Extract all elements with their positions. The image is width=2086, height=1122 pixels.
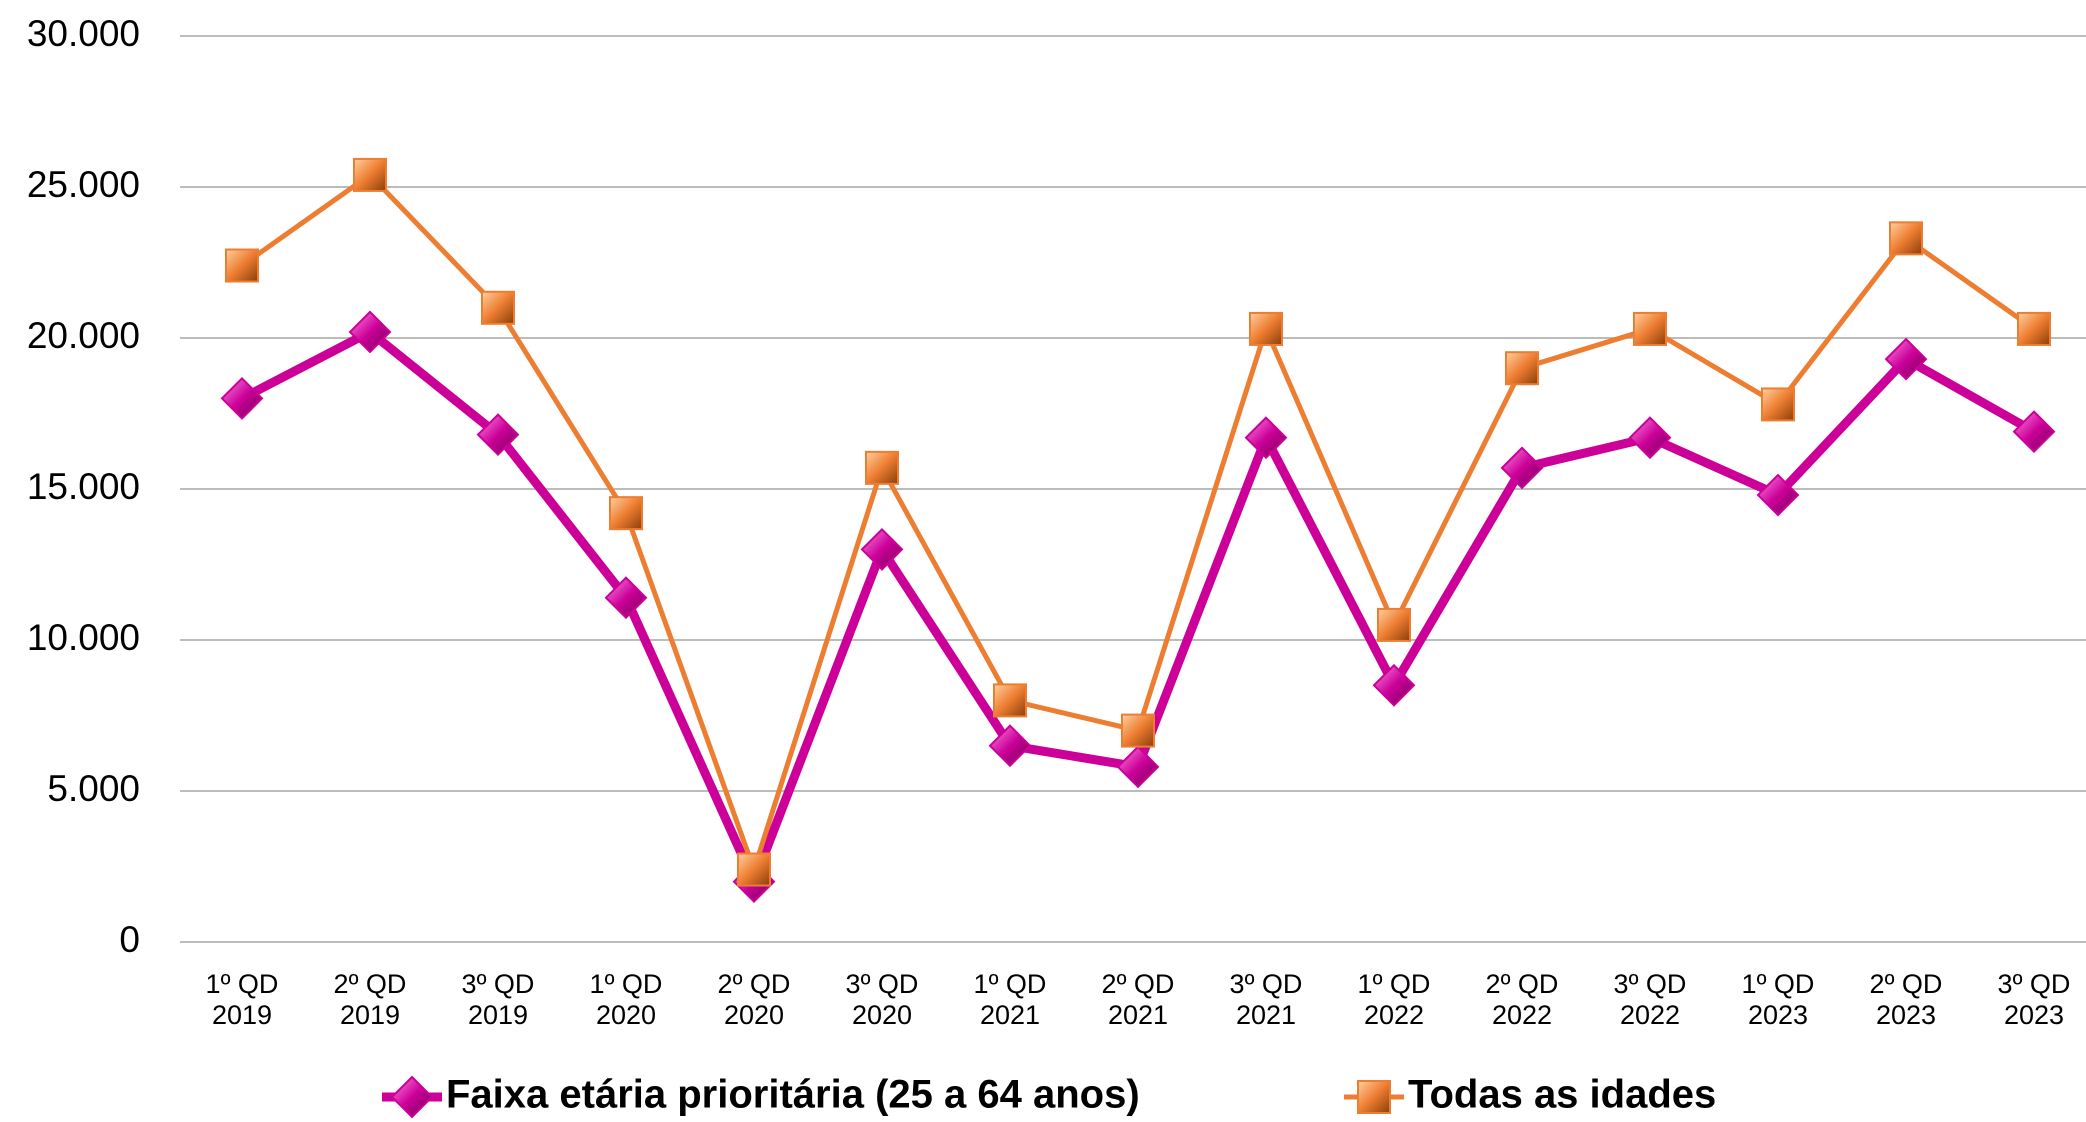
- point: [865, 450, 899, 485]
- x-tick-label: 2º QD 2023: [1870, 969, 1943, 1030]
- point: [353, 157, 387, 192]
- point: [737, 852, 771, 887]
- point: [993, 683, 1027, 718]
- point: [860, 527, 904, 571]
- point: [2017, 311, 2051, 346]
- x-tick-label: 3º QD 2021: [1230, 969, 1303, 1030]
- point: [1628, 416, 1672, 460]
- x-tick-label: 1º QD 2022: [1358, 969, 1431, 1030]
- x-tick-label: 2º QD 2021: [1102, 969, 1175, 1030]
- point: [476, 413, 520, 457]
- point: [1505, 351, 1539, 386]
- y-tick-label: 5.000: [47, 768, 140, 809]
- y-tick-label: 25.000: [27, 164, 140, 205]
- point: [1372, 663, 1416, 707]
- point: [1377, 607, 1411, 642]
- point: [390, 1075, 434, 1119]
- x-tick-label: 1º QD 2023: [1742, 969, 1815, 1030]
- x-tick-label: 2º QD 2019: [334, 969, 407, 1030]
- x-tick-label: 2º QD 2022: [1486, 969, 1559, 1030]
- x-tick-label: 3º QD 2023: [1998, 969, 2071, 1030]
- point: [348, 310, 392, 354]
- x-tick-label: 3º QD 2022: [1614, 969, 1687, 1030]
- point: [1633, 311, 1667, 346]
- y-tick-label: 20.000: [27, 315, 140, 356]
- point: [2012, 410, 2056, 454]
- x-tick-label: 1º QD 2021: [974, 969, 1047, 1030]
- point: [1889, 221, 1923, 256]
- point: [1249, 311, 1283, 346]
- point: [1500, 446, 1544, 490]
- y-tick-label: 30.000: [27, 13, 140, 54]
- x-tick-label: 3º QD 2019: [462, 969, 535, 1030]
- x-tick-label: 3º QD 2020: [846, 969, 919, 1030]
- point: [988, 724, 1032, 768]
- x-tick-label: 2º QD 2020: [718, 969, 791, 1030]
- y-tick-label: 0: [119, 919, 140, 960]
- point: [1761, 387, 1795, 422]
- point: [1116, 745, 1160, 789]
- point: [1756, 473, 1800, 517]
- point: [1244, 416, 1288, 460]
- point: [1121, 713, 1155, 748]
- point: [220, 376, 264, 420]
- x-tick-label: 1º QD 2020: [590, 969, 663, 1030]
- point: [1357, 1080, 1391, 1114]
- x-tick-label: 1º QD 2019: [206, 969, 279, 1030]
- point: [604, 576, 648, 620]
- y-tick-label: 15.000: [27, 466, 140, 507]
- point: [225, 248, 259, 283]
- legend-label: Todas as idades: [1408, 1073, 1716, 1117]
- point: [481, 290, 515, 325]
- legend-label: Faixa etária prioritária (25 a 64 anos): [446, 1073, 1140, 1117]
- point: [609, 496, 643, 531]
- point: [1884, 337, 1928, 381]
- y-tick-label: 10.000: [27, 617, 140, 658]
